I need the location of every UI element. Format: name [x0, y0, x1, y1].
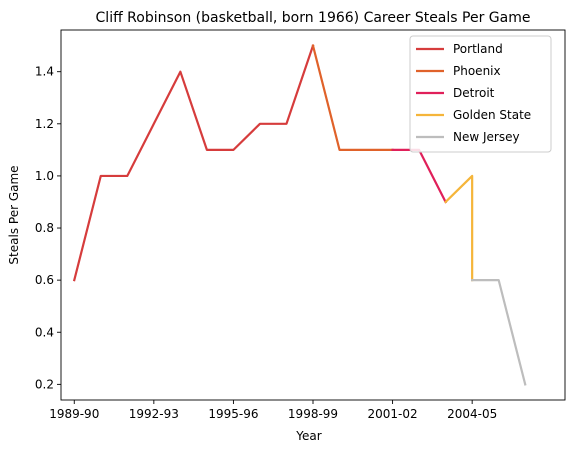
- y-tick-label: 0.6: [35, 273, 54, 287]
- legend-label: Portland: [453, 42, 503, 56]
- legend-label: Detroit: [453, 86, 495, 100]
- x-tick-label: 1989-90: [49, 407, 99, 421]
- x-tick-label: 1998-99: [288, 407, 338, 421]
- x-tick-label: 2001-02: [368, 407, 418, 421]
- x-tick-label: 1992-93: [129, 407, 179, 421]
- y-tick-label: 0.8: [35, 221, 54, 235]
- legend-label: Phoenix: [453, 64, 501, 78]
- legend: Portland Phoenix Detroit Golden State New Je…: [409, 35, 552, 153]
- x-tick-label: 1995-96: [208, 407, 258, 421]
- series-layer: [72, 44, 527, 386]
- y-axis-title: Steals Per Game: [7, 165, 21, 264]
- y-tick-label: 1.4: [35, 65, 54, 79]
- series-line: [471, 279, 527, 386]
- series-line: [72, 44, 315, 282]
- y-tick-label: 0.2: [35, 377, 54, 391]
- x-axis-title: Year: [295, 429, 321, 443]
- y-tick-label: 1.2: [35, 117, 54, 131]
- y-tick-label: 0.4: [35, 325, 54, 339]
- legend-label: New Jersey: [453, 130, 520, 144]
- series-line: [444, 174, 474, 282]
- x-axis: 1989-90 1992-93 1995-96 1998-99 2001-02 2004-…: [49, 400, 497, 421]
- legend-box: [409, 35, 552, 153]
- legend-label: Golden State: [453, 108, 531, 122]
- x-tick-label: 2004-05: [447, 407, 497, 421]
- chart-title: Cliff Robinson (basketball, born 1966) C…: [96, 10, 531, 26]
- series-line: [311, 44, 394, 151]
- y-tick-label: 1.0: [35, 169, 54, 183]
- y-axis: 0.2 0.4 0.6 0.8 1.0 1.2 1.4: [35, 65, 61, 391]
